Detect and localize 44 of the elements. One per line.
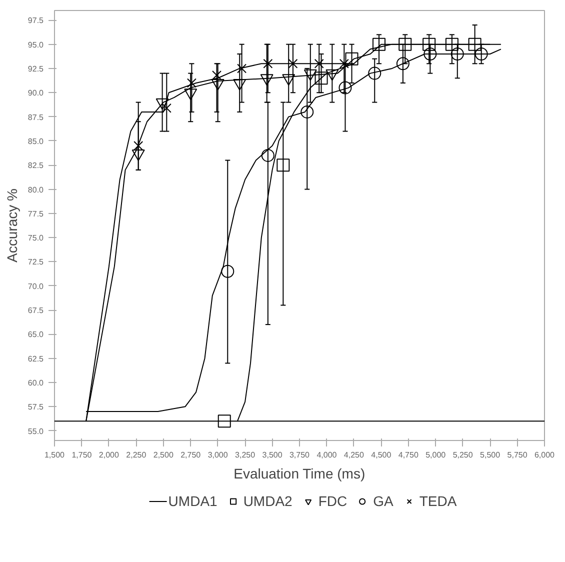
y-tick-label: 60.0: [28, 378, 44, 388]
y-tick-label: 70.0: [28, 282, 44, 291]
y-tick-label: 75.0: [28, 234, 44, 243]
y-tick-label: 72.5: [28, 258, 44, 267]
legend-label: GA: [373, 493, 394, 509]
y-tick-label: 67.5: [28, 306, 44, 316]
x-axis-title: Evaluation Time (ms): [234, 466, 366, 482]
y-tick-label: 65.0: [28, 330, 44, 340]
legend-label: UMDA1: [168, 493, 218, 509]
y-tick-label: 97.5: [28, 16, 44, 26]
x-tick-label: 4,750: [398, 450, 419, 460]
x-tick-label: 5,500: [480, 450, 501, 460]
y-tick-label: 62.5: [28, 354, 44, 364]
y-tick-label: 57.5: [28, 402, 44, 412]
x-tick-label: 2,750: [180, 450, 202, 460]
x-tick-label: 4,000: [316, 450, 338, 460]
x-tick-label: 1,750: [72, 450, 92, 460]
y-tick-label: 55.0: [28, 426, 44, 436]
x-tick-label: 4,250: [344, 450, 365, 460]
x-tick-label: 3,750: [289, 450, 310, 460]
y-tick-label: 77.5: [28, 209, 44, 218]
x-tick-label: 6,000: [534, 450, 556, 460]
x-tick-label: 4,500: [371, 450, 392, 460]
legend-label: FDC: [318, 493, 348, 509]
y-tick-label: 87.5: [28, 112, 44, 122]
x-tick-label: 3,000: [208, 450, 228, 460]
x-tick-label: 1,500: [44, 450, 66, 460]
x-tick-label: 2,000: [98, 450, 120, 460]
x-tick-label: 2,500: [153, 450, 174, 460]
legend-label: UMDA2: [243, 493, 292, 509]
x-tick-label: 2,250: [126, 450, 147, 460]
y-tick-label: 90.0: [28, 88, 44, 98]
y-tick-label: 92.5: [28, 64, 44, 74]
y-tick-label: 85.0: [28, 136, 44, 146]
x-tick-label: 5,750: [507, 450, 528, 460]
y-tick-label: 80.0: [28, 185, 44, 194]
y-tick-label: 95.0: [28, 40, 44, 50]
x-tick-label: 3,500: [262, 450, 283, 460]
legend-label: TEDA: [419, 493, 457, 509]
x-tick-label: 5,250: [452, 450, 474, 460]
y-tick-label: 82.5: [28, 161, 44, 170]
x-tick-label: 3,250: [235, 450, 256, 460]
y-axis-title: Accuracy %: [4, 188, 20, 262]
x-tick-label: 5,000: [426, 450, 446, 460]
